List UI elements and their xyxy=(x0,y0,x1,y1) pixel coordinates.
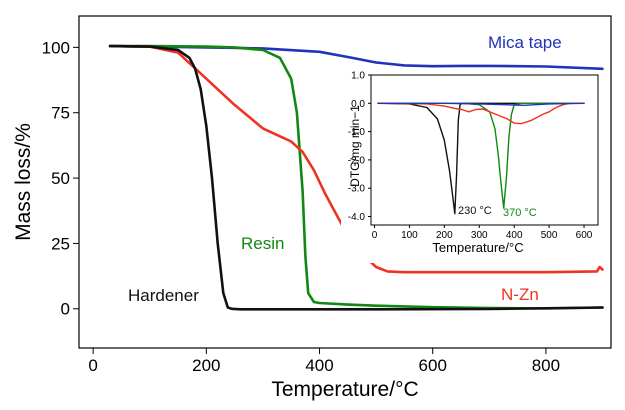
annotation-370c: 370 °C xyxy=(503,207,537,219)
main-series-group xyxy=(108,44,604,311)
main-series-resin xyxy=(108,44,604,310)
inset-x-tick-label: 500 xyxy=(541,230,558,241)
main-series-hardener xyxy=(108,44,604,311)
main-x-axis: 0 200 400 600 800 xyxy=(88,348,560,375)
main-series-n-zn xyxy=(108,44,604,274)
inset-y-tick-label: -2.0 xyxy=(348,155,366,166)
annotation-hardener: Hardener xyxy=(128,286,199,305)
inset-y-tick-label: 1.0 xyxy=(351,71,365,82)
annotation-230c: 230 °C xyxy=(458,205,492,217)
inset-y-tick-label: -1.0 xyxy=(348,127,366,138)
inset-dtg-chart: 0 100 200 300 400 500 600 1.0 0.0 -1.0 -2.0 -3.0 -4… xyxy=(341,71,605,263)
main-y-tick-label: 0 xyxy=(61,300,70,319)
inset-x-axis-label: Temperature/°C xyxy=(432,240,523,255)
inset-y-tick-label: -4.0 xyxy=(348,212,366,223)
main-x-tick-label: 800 xyxy=(532,356,560,375)
main-y-tick-label: 100 xyxy=(42,38,70,57)
main-y-tick-label: 75 xyxy=(51,104,70,123)
inset-series-series-2 xyxy=(377,102,585,209)
inset-series-group xyxy=(377,102,585,215)
annotation-n-zn: N-Zn xyxy=(501,285,539,304)
inset-series-series-3 xyxy=(377,102,585,125)
inset-y-axis: 1.0 0.0 -1.0 -2.0 -3.0 -4.0 xyxy=(348,71,371,223)
inset-plot-frame xyxy=(370,74,599,226)
annotation-mica-tape: Mica tape xyxy=(488,33,562,52)
main-x-tick-label: 0 xyxy=(88,356,97,375)
inset-x-tick-label: 600 xyxy=(576,230,593,241)
main-y-axis: 0 25 50 75 100 xyxy=(42,38,79,319)
main-x-tick-label: 600 xyxy=(419,356,447,375)
inset-x-tick-label: 300 xyxy=(471,230,488,241)
main-y-axis-label: Mass loss/% xyxy=(12,123,35,241)
inset-y-tick-label: -3.0 xyxy=(348,184,366,195)
inset-x-tick-label: 0 xyxy=(372,230,378,241)
main-y-tick-label: 25 xyxy=(51,234,70,253)
annotation-resin: Resin xyxy=(241,234,284,253)
main-x-tick-label: 400 xyxy=(305,356,333,375)
inset-x-tick-label: 100 xyxy=(401,230,418,241)
inset-x-tick-label: 200 xyxy=(436,230,453,241)
inset-y-tick-label: 0.0 xyxy=(351,99,365,110)
inset-y-axis-label: DTG/mg min−1 xyxy=(348,105,362,187)
inset-x-axis: 0 100 200 300 400 500 600 xyxy=(372,225,593,241)
main-x-tick-label: 200 xyxy=(192,356,220,375)
inset-series-series-4 xyxy=(377,102,585,107)
main-y-tick-label: 50 xyxy=(51,169,70,188)
main-x-axis-label: Temperature/°C xyxy=(271,378,418,401)
inset-x-tick-label: 400 xyxy=(506,230,523,241)
main-plot-frame xyxy=(78,15,612,349)
